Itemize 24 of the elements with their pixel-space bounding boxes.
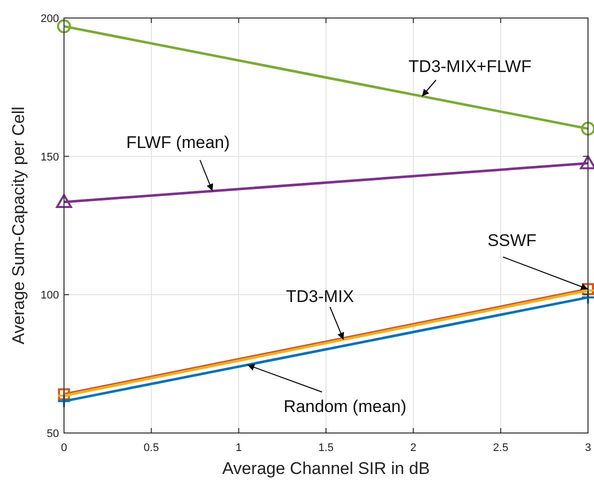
series-label: TD3-MIX [286, 287, 354, 306]
point [581, 122, 594, 136]
x-tick-label: 0.5 [144, 442, 159, 454]
text: Random (mean) [284, 397, 406, 416]
point [57, 19, 71, 34]
y-tick-label: 200 [40, 13, 59, 25]
series-label: TD3-MIX+FLWF [408, 57, 532, 76]
y-axis-title: Average Sum-Capacity per Cell [9, 106, 28, 344]
y-tick-label: 50 [46, 428, 59, 440]
text: SSWF [487, 231, 537, 250]
point [581, 290, 594, 304]
point [582, 283, 594, 296]
x-tick-label: 0 [60, 442, 68, 454]
x-tick-label: 1 [236, 442, 242, 454]
x-tick-label: 3 [584, 442, 592, 454]
text: FLWF (mean) [126, 133, 230, 152]
x-tick-label: 2 [410, 442, 416, 454]
y-tick-label: 150 [40, 151, 59, 164]
x-tick-label: 1.5 [318, 442, 334, 454]
point [58, 388, 70, 400]
point [57, 394, 71, 408]
y-tick-label: 100 [40, 290, 59, 302]
x-tick-label: 2.5 [493, 442, 508, 454]
x-axis-title: Average Channel SIR in dB [222, 459, 430, 478]
